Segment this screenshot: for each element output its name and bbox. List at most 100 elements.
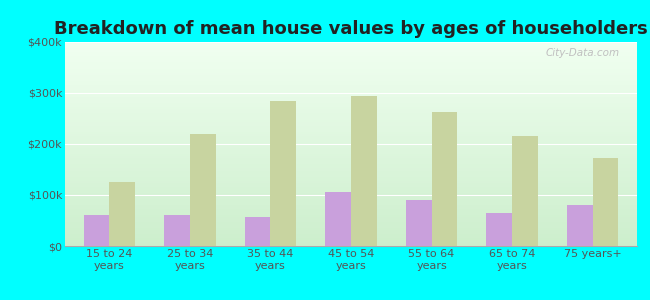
- Bar: [65, 189, 637, 191]
- Bar: [65, 113, 637, 116]
- Bar: [65, 146, 637, 148]
- Bar: [65, 154, 637, 156]
- Bar: [65, 211, 637, 213]
- Bar: [593, 158, 618, 246]
- Bar: [65, 234, 637, 236]
- Bar: [65, 105, 637, 107]
- Bar: [65, 50, 637, 52]
- Bar: [65, 244, 637, 246]
- Bar: [65, 124, 637, 126]
- Bar: [65, 167, 637, 169]
- Bar: [65, 221, 637, 224]
- Bar: [65, 130, 637, 132]
- Bar: [65, 91, 637, 93]
- Bar: [65, 181, 637, 183]
- Bar: [65, 48, 637, 50]
- Bar: [65, 191, 637, 193]
- Bar: [65, 52, 637, 54]
- Bar: [65, 77, 637, 79]
- Bar: [65, 144, 637, 146]
- Bar: [65, 232, 637, 234]
- Bar: [65, 187, 637, 189]
- Bar: [65, 101, 637, 103]
- Bar: [65, 54, 637, 56]
- Bar: [65, 93, 637, 95]
- Bar: [65, 142, 637, 144]
- Bar: [65, 107, 637, 109]
- Bar: [65, 99, 637, 101]
- Bar: [65, 60, 637, 62]
- Bar: [65, 220, 637, 221]
- Bar: [84, 215, 109, 246]
- Bar: [65, 109, 637, 111]
- Bar: [65, 103, 637, 105]
- Bar: [65, 193, 637, 195]
- Bar: [270, 100, 296, 246]
- Bar: [65, 42, 637, 44]
- Bar: [65, 205, 637, 207]
- Bar: [65, 218, 637, 220]
- Bar: [65, 73, 637, 75]
- Bar: [65, 156, 637, 158]
- Bar: [164, 215, 190, 246]
- Bar: [65, 67, 637, 68]
- Bar: [65, 213, 637, 215]
- Bar: [65, 150, 637, 152]
- Bar: [65, 44, 637, 46]
- Bar: [65, 122, 637, 124]
- Bar: [65, 56, 637, 58]
- Bar: [190, 134, 216, 246]
- Bar: [65, 183, 637, 185]
- Bar: [65, 215, 637, 217]
- Bar: [65, 134, 637, 136]
- Bar: [325, 193, 351, 246]
- Bar: [65, 136, 637, 138]
- Bar: [65, 158, 637, 160]
- Bar: [65, 170, 637, 172]
- Bar: [65, 83, 637, 85]
- Bar: [65, 175, 637, 177]
- Bar: [65, 85, 637, 87]
- Bar: [432, 112, 458, 246]
- Bar: [65, 81, 637, 83]
- Bar: [351, 95, 377, 246]
- Bar: [65, 195, 637, 197]
- Bar: [65, 75, 637, 77]
- Bar: [65, 209, 637, 211]
- Bar: [512, 136, 538, 246]
- Bar: [109, 182, 135, 246]
- Bar: [406, 200, 432, 246]
- Bar: [65, 226, 637, 228]
- Bar: [65, 164, 637, 166]
- Bar: [65, 87, 637, 89]
- Text: City-Data.com: City-Data.com: [546, 48, 620, 58]
- Bar: [65, 118, 637, 119]
- Bar: [65, 95, 637, 97]
- Bar: [65, 238, 637, 240]
- Bar: [65, 224, 637, 226]
- Bar: [65, 97, 637, 99]
- Bar: [65, 64, 637, 67]
- Bar: [65, 79, 637, 81]
- Title: Breakdown of mean house values by ages of householders: Breakdown of mean house values by ages o…: [54, 20, 648, 38]
- Bar: [65, 128, 637, 130]
- Bar: [65, 228, 637, 230]
- Bar: [65, 89, 637, 91]
- Bar: [65, 138, 637, 140]
- Bar: [65, 179, 637, 181]
- Bar: [65, 160, 637, 162]
- Bar: [65, 68, 637, 70]
- Bar: [65, 62, 637, 64]
- Bar: [486, 213, 512, 246]
- Bar: [65, 58, 637, 60]
- Bar: [65, 70, 637, 73]
- Bar: [65, 207, 637, 209]
- Bar: [65, 185, 637, 187]
- Bar: [65, 116, 637, 118]
- Bar: [65, 236, 637, 238]
- Bar: [65, 126, 637, 128]
- Bar: [65, 111, 637, 113]
- Bar: [65, 197, 637, 199]
- Bar: [65, 201, 637, 203]
- Bar: [65, 119, 637, 122]
